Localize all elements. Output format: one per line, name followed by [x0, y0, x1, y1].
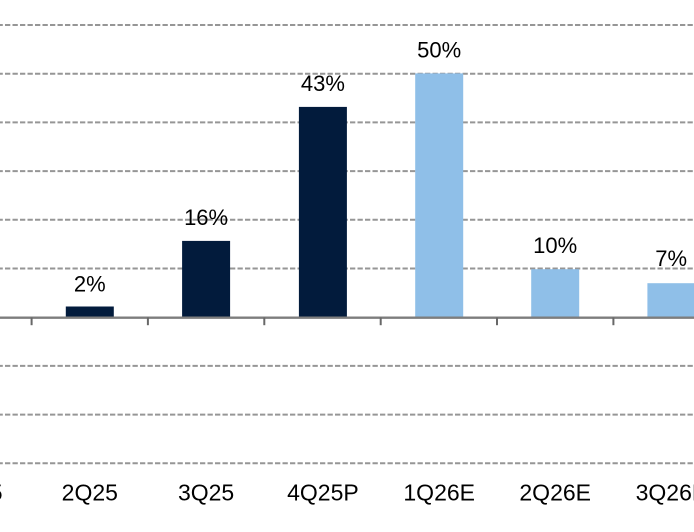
- svg-text:4Q25P: 4Q25P: [287, 479, 359, 505]
- svg-text:2Q26E: 2Q26E: [519, 479, 591, 505]
- svg-text:10%: 10%: [533, 233, 577, 258]
- svg-text:16%: 16%: [184, 205, 228, 230]
- svg-text:3Q26E: 3Q26E: [636, 479, 694, 505]
- svg-text:7%: 7%: [655, 246, 687, 271]
- svg-text:50%: 50%: [417, 38, 461, 63]
- svg-text:1Q26E: 1Q26E: [403, 479, 475, 505]
- svg-text:43%: 43%: [301, 71, 345, 96]
- svg-text:2Q25: 2Q25: [62, 479, 118, 505]
- svg-text:2%: 2%: [74, 271, 106, 296]
- svg-text:3Q25: 3Q25: [178, 479, 234, 505]
- svg-text:1Q25: 1Q25: [0, 479, 3, 505]
